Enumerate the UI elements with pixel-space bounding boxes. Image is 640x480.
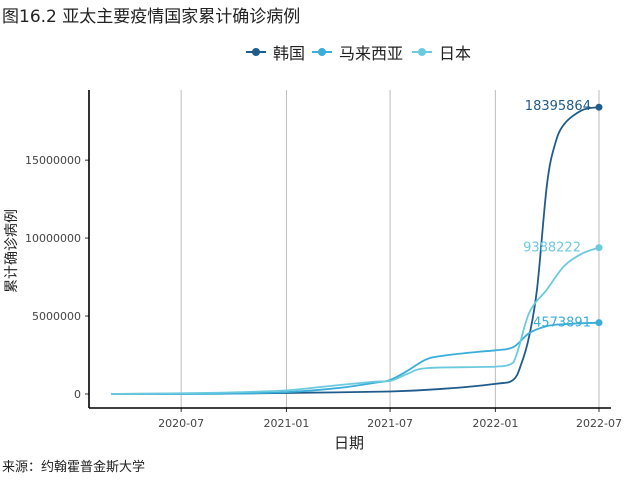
legend-dot-korea <box>252 48 260 56</box>
legend-dot-malaysia <box>318 48 326 56</box>
legend-key-korea <box>244 43 268 61</box>
x-tick-label: 2021-07 <box>367 417 413 430</box>
series-line-malaysia <box>111 321 600 395</box>
series-end-point-korea <box>595 103 603 111</box>
series-end-point-malaysia <box>595 319 603 327</box>
series-end-point-japan <box>595 244 603 252</box>
chart-title: 图16.2 亚太主要疫情国家累计确诊病例 <box>2 7 301 27</box>
legend-label-korea: 韩国 <box>273 44 306 63</box>
legend-key-japan <box>410 43 434 61</box>
series-end-label-japan: 9388222 <box>523 241 581 256</box>
series-layer <box>111 103 603 395</box>
y-axis-title: 累计确诊病例 <box>4 209 20 293</box>
y-tick-label: 5000000 <box>32 310 81 323</box>
y-tick-label: 0 <box>74 388 81 401</box>
series-end-label-korea: 18395864 <box>525 99 591 114</box>
legend-label-japan: 日本 <box>439 44 472 63</box>
legend-key-malaysia <box>310 43 334 61</box>
legend-item-korea: 韩国 <box>244 40 305 64</box>
y-tick-label: 10000000 <box>25 232 81 245</box>
series-line-japan <box>111 246 600 395</box>
x-tick-label: 2020-07 <box>158 417 204 430</box>
label-layer: 18395864 4573891 9388222 <box>523 99 591 330</box>
x-tick-label: 2022-07 <box>576 417 622 430</box>
legend-item-malaysia: 马来西亚 <box>310 40 403 64</box>
source-note: 来源：约翰霍普金斯大学 <box>2 460 146 475</box>
x-tick-label: 2021-01 <box>263 417 309 430</box>
series-end-label-malaysia: 4573891 <box>533 316 591 331</box>
y-tick-label: 15000000 <box>25 154 81 167</box>
axis-layer: 2020-07 2021-01 2021-07 2022-01 2022-07 0 5000… <box>25 90 622 430</box>
x-tick-label: 2022-01 <box>472 417 518 430</box>
chart-legend: 韩国 马来西亚 日本 <box>0 40 640 64</box>
legend-label-malaysia: 马来西亚 <box>339 44 404 63</box>
legend-item-japan: 日本 <box>410 40 471 64</box>
x-axis-title: 日期 <box>334 434 364 452</box>
legend-dot-japan <box>418 48 426 56</box>
